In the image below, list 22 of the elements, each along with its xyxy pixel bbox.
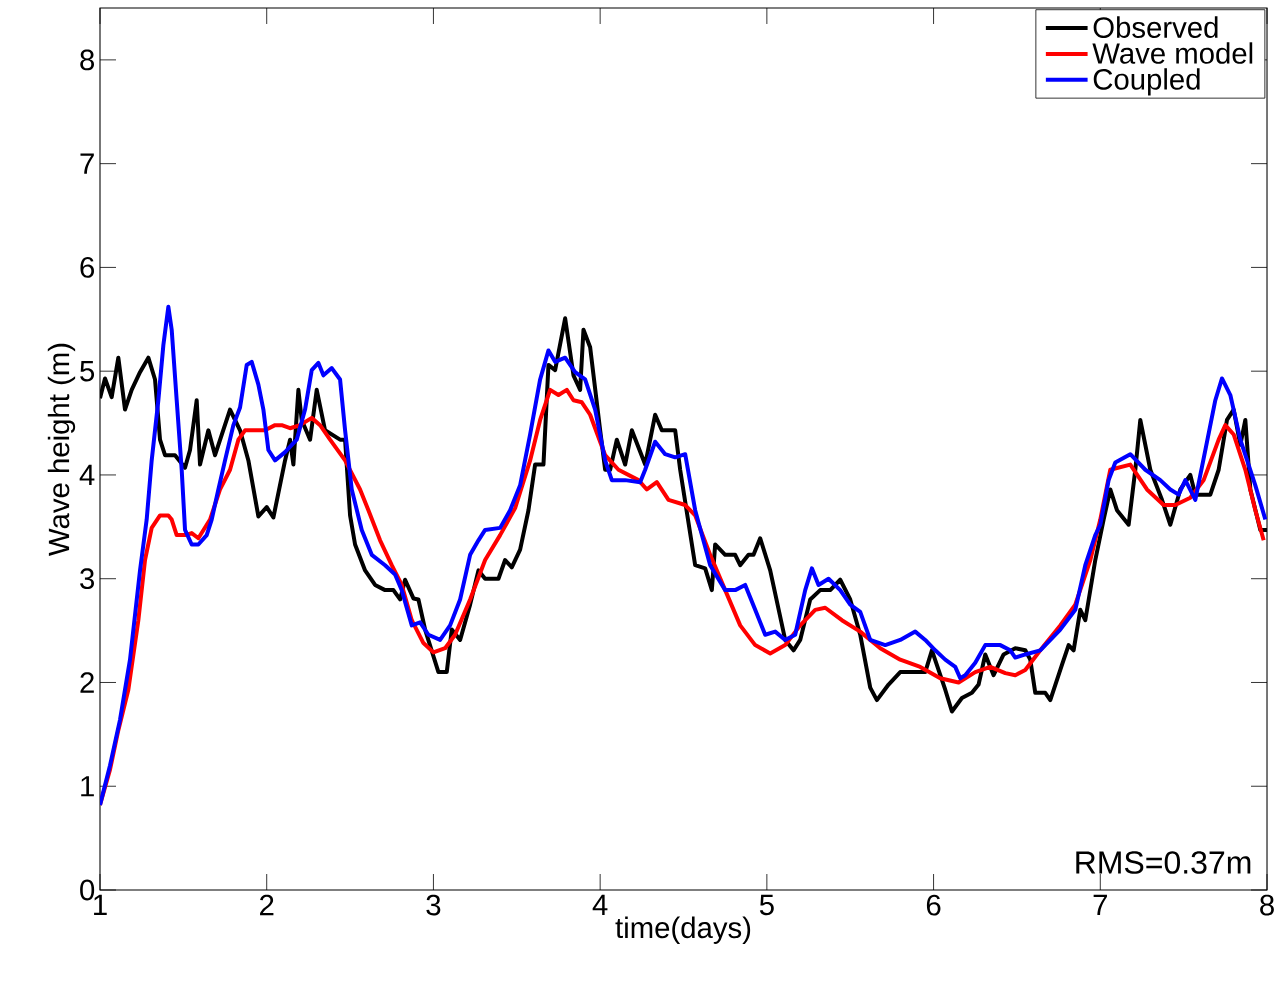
- x-tick-label: 2: [260, 894, 274, 916]
- y-tick-label: 2: [80, 672, 94, 693]
- x-tick-label: 5: [759, 894, 774, 916]
- legend-label: Coupled: [1093, 68, 1200, 96]
- y-tick-label: 6: [80, 257, 95, 278]
- y-tick-label: 0: [80, 879, 95, 901]
- x-tick-label: 3: [426, 894, 441, 916]
- annotation: RMS=0.37m: [1076, 851, 1251, 874]
- x-tick-label: 6: [926, 894, 941, 916]
- x-tick-label: 7: [1093, 894, 1107, 915]
- x-tick-label: 4: [592, 894, 608, 915]
- legend-label: Wave model: [1092, 42, 1253, 64]
- y-tick-label: 1: [81, 776, 94, 797]
- y-tick-label: 7: [80, 153, 94, 174]
- y-axis-title: Wave height (m): [47, 343, 76, 556]
- y-tick-label: 5: [80, 360, 95, 382]
- x-tick-label: 8: [1260, 894, 1274, 916]
- y-tick-label: 8: [80, 49, 95, 71]
- y-tick-label: 3: [80, 568, 95, 590]
- x-axis-title: time(days): [615, 916, 751, 944]
- legend-label: Observed: [1093, 16, 1218, 38]
- y-tick-label: 4: [79, 464, 95, 486]
